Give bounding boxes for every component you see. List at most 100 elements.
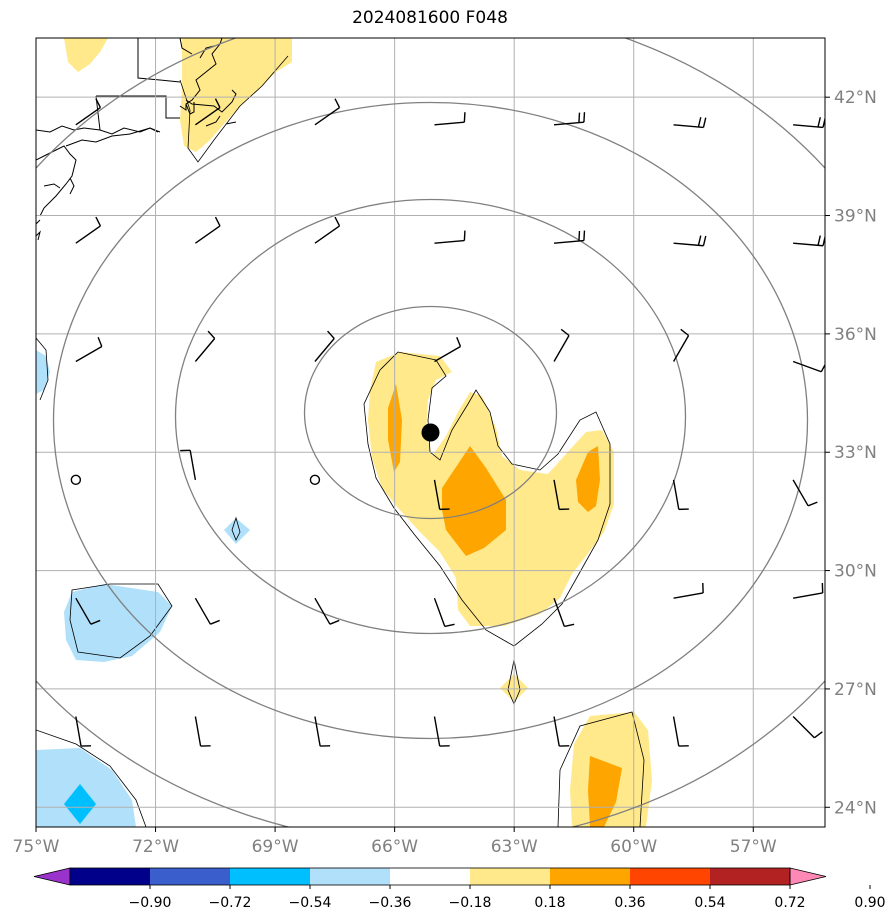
wind-barb xyxy=(434,230,466,244)
wind-barb xyxy=(75,716,92,747)
coastline-long-island xyxy=(65,127,159,147)
wind-barb xyxy=(792,360,825,373)
x-tick-label: 60°W xyxy=(610,837,657,857)
wind-barb xyxy=(672,479,689,511)
wind-barb xyxy=(314,330,335,362)
wind-barb xyxy=(792,716,823,739)
colorbar-tick-label: −0.90 xyxy=(129,895,172,911)
range-ring xyxy=(52,101,809,740)
wind-barb xyxy=(553,112,586,126)
map-frame xyxy=(35,37,826,828)
wind-barb xyxy=(553,716,570,747)
colorbar-tick-label: 0.18 xyxy=(534,895,565,911)
wind-barb xyxy=(433,479,450,511)
colorbar-tick-label: −0.36 xyxy=(369,895,412,911)
wind-barb xyxy=(792,582,824,599)
colorbar-segment xyxy=(150,868,230,885)
contour-southwest xyxy=(36,729,147,827)
colorbar-tick-label: −0.72 xyxy=(209,895,252,911)
x-tick-label: 75°W xyxy=(13,837,60,857)
calm-wind-circle xyxy=(70,474,82,486)
contour-north xyxy=(179,55,289,163)
wind-barb xyxy=(792,479,818,507)
y-tick-label: 33°N xyxy=(834,443,877,463)
wind-barb xyxy=(75,336,103,363)
contour-fields xyxy=(36,38,652,827)
calm-wind-circle xyxy=(309,474,321,486)
wind-barb xyxy=(793,117,825,129)
y-tick-label: 30°N xyxy=(834,562,877,582)
contour-small xyxy=(231,516,241,541)
wind-barb xyxy=(553,230,586,244)
wind-barb xyxy=(793,235,825,247)
coastlines xyxy=(36,38,237,241)
negative-shading-west-edge xyxy=(36,350,50,394)
contour-southeast-inner xyxy=(557,769,561,827)
wind-barb xyxy=(75,216,102,244)
colorbar-segment xyxy=(390,868,470,885)
negative-shading-west xyxy=(64,584,172,662)
negative-shading-small xyxy=(224,518,250,544)
wind-barb xyxy=(194,330,216,362)
wind-barb xyxy=(672,328,690,362)
contour-southeast xyxy=(559,711,645,827)
colorbar: −0.90 −0.72 −0.54 −0.36 −0.18 0.18 0.36 0.54 0.7… xyxy=(33,867,886,911)
orange-core-east xyxy=(576,446,600,512)
colorbar-segment xyxy=(470,868,550,885)
y-tick-label: 27°N xyxy=(834,680,877,700)
colorbar-tick-label: 0.90 xyxy=(854,895,885,911)
colorbar-segment xyxy=(230,868,310,885)
wind-barb xyxy=(180,449,197,480)
wind-barb xyxy=(194,716,211,747)
colorbar-extend-max xyxy=(789,867,827,886)
colorbar-extend-min xyxy=(33,867,71,886)
wind-barb xyxy=(314,716,331,747)
deepsky-core-southwest xyxy=(64,784,96,824)
x-tick-label: 66°W xyxy=(371,837,418,857)
orange-core-southeast xyxy=(588,756,622,827)
wind-barb xyxy=(673,235,707,247)
coastline-cape-cod xyxy=(185,102,195,115)
contour-west-edge xyxy=(36,337,49,401)
y-tick-label: 39°N xyxy=(834,207,877,227)
y-tick-label: 36°N xyxy=(834,325,877,345)
gridlines xyxy=(36,38,825,827)
wind-barb xyxy=(434,336,462,363)
colorbar-frame xyxy=(69,867,791,886)
wind-barb xyxy=(673,582,704,599)
orange-core-center xyxy=(442,446,506,556)
y-tick-label: 24°N xyxy=(834,798,877,818)
x-tick-label: 72°W xyxy=(132,837,179,857)
coastline-new-england xyxy=(36,38,237,241)
contour-lines xyxy=(36,55,645,827)
range-ring xyxy=(174,198,687,635)
wind-barb xyxy=(553,479,570,511)
range-rings xyxy=(36,38,825,827)
positive-shading-northwest xyxy=(64,38,108,72)
x-tick-label: 69°W xyxy=(252,837,299,857)
wind-barb xyxy=(314,98,341,126)
wind-barb xyxy=(75,597,101,625)
colorbar-segment xyxy=(70,868,150,885)
wind-barb xyxy=(194,216,221,244)
wind-barb xyxy=(672,716,689,747)
wind-barb xyxy=(673,117,707,129)
wind-barb xyxy=(553,597,575,628)
y-tick-label: 42°N xyxy=(834,88,877,108)
x-axis-ticks: 75°W 72°W 69°W 66°W 63°W 60°W 57°W xyxy=(13,827,777,857)
colorbar-tick-label: −0.18 xyxy=(449,895,492,911)
colorbar-segment xyxy=(630,868,710,885)
wind-barb xyxy=(433,597,455,628)
colorbar-tick-label: 0.36 xyxy=(614,895,645,911)
wind-barb xyxy=(75,98,102,126)
wind-barb xyxy=(433,716,450,747)
wind-barbs xyxy=(70,98,825,747)
storm-center-marker xyxy=(421,423,440,442)
range-ring xyxy=(303,305,558,520)
contour-west xyxy=(69,583,173,659)
y-axis-ticks: 24°N 27°N 30°N 33°N 36°N 39°N 42°N xyxy=(825,88,877,818)
wind-barb xyxy=(553,328,570,362)
wind-barb xyxy=(314,597,340,625)
x-tick-label: 57°W xyxy=(730,837,777,857)
